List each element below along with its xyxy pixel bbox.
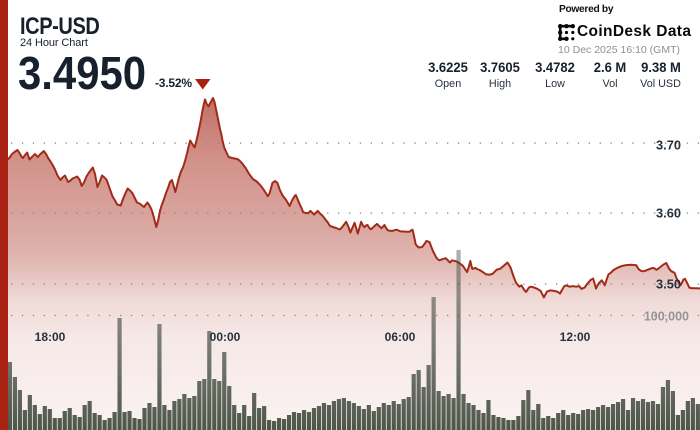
svg-text:00:00: 00:00: [210, 330, 241, 344]
svg-text:12:00: 12:00: [560, 330, 591, 344]
svg-text:100,000: 100,000: [644, 310, 689, 324]
svg-text:3.50: 3.50: [656, 278, 681, 292]
svg-text:3.70: 3.70: [656, 139, 681, 153]
svg-text:06:00: 06:00: [385, 330, 416, 344]
svg-text:18:00: 18:00: [35, 330, 66, 344]
svg-text:3.60: 3.60: [656, 207, 681, 221]
